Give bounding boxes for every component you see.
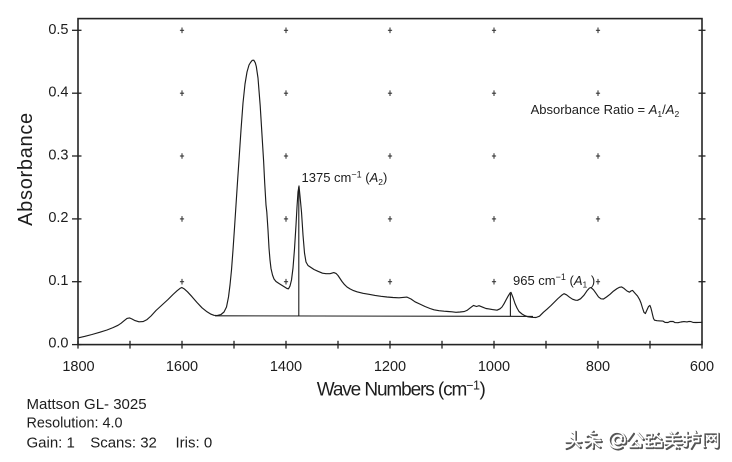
- svg-text:Resolution: 4.0: Resolution: 4.0: [27, 416, 123, 432]
- svg-text:0.3: 0.3: [48, 147, 68, 163]
- svg-text:Absorbance: Absorbance: [15, 112, 37, 226]
- svg-text:1400: 1400: [270, 359, 302, 375]
- svg-text:0.1: 0.1: [48, 273, 68, 289]
- svg-text:1800: 1800: [62, 359, 94, 375]
- svg-text:1375 cm−1 (A2): 1375 cm−1 (A2): [302, 169, 388, 186]
- svg-text:0.5: 0.5: [48, 22, 68, 38]
- svg-text:600: 600: [690, 359, 714, 375]
- svg-text:800: 800: [586, 359, 610, 375]
- svg-text:0.2: 0.2: [48, 210, 68, 226]
- svg-text:Absorbance Ratio = A1/A2: Absorbance Ratio = A1/A2: [531, 102, 680, 119]
- svg-text:1000: 1000: [478, 359, 510, 375]
- svg-text:Scans: 32: Scans: 32: [90, 434, 157, 451]
- svg-text:0.0: 0.0: [48, 336, 68, 352]
- svg-text:0.4: 0.4: [48, 85, 68, 101]
- svg-text:Gain: 1: Gain: 1: [27, 434, 75, 451]
- svg-text:Mattson GL- 3025: Mattson GL- 3025: [27, 396, 147, 413]
- svg-text:965 cm−1 (A1 ): 965 cm−1 (A1 ): [513, 272, 595, 289]
- svg-text:Wave Numbers (cm−1): Wave Numbers (cm−1): [317, 379, 486, 401]
- svg-text:Iris: 0: Iris: 0: [176, 434, 213, 451]
- svg-text:1200: 1200: [374, 359, 406, 375]
- svg-text:1600: 1600: [166, 359, 198, 375]
